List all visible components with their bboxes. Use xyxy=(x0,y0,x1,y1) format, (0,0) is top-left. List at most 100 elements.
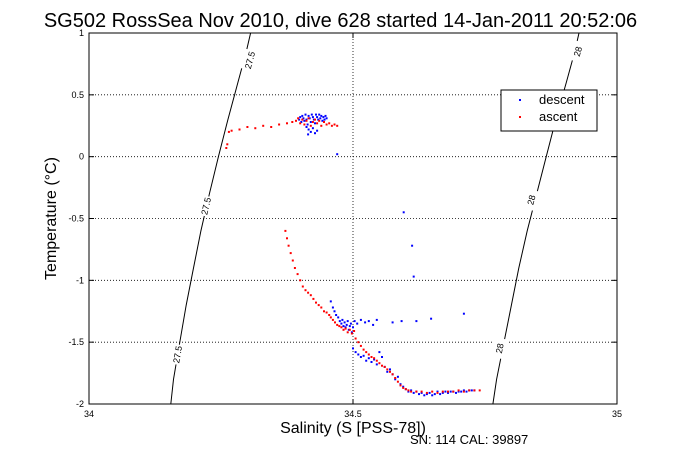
ascent-point xyxy=(336,323,339,326)
descent-point xyxy=(449,390,452,393)
ascent-point xyxy=(389,370,391,373)
descent-point xyxy=(402,211,405,214)
ascent-point xyxy=(230,129,233,132)
grid-lines xyxy=(89,33,617,404)
descent-point xyxy=(319,117,322,120)
ascent-point xyxy=(394,377,397,379)
descent-point xyxy=(462,389,465,392)
descent-point xyxy=(329,300,332,303)
y-tick-label: -1.5 xyxy=(68,337,84,347)
ascent-point xyxy=(436,391,439,394)
ascent-point xyxy=(396,380,399,383)
ascent-point xyxy=(342,328,345,331)
contour-label: 27.5 xyxy=(171,345,184,364)
ascent-point xyxy=(291,259,294,262)
contour-label: 28 xyxy=(525,194,537,206)
ascent-point xyxy=(317,304,320,307)
descent-point xyxy=(386,370,389,373)
descent-point xyxy=(342,325,345,328)
descent-point xyxy=(378,351,381,354)
ascent-point xyxy=(301,118,304,121)
descent-point xyxy=(307,114,310,117)
ascent-point xyxy=(447,390,449,393)
contour-label-mask xyxy=(197,194,216,218)
y-tick-label: -0.5 xyxy=(68,214,84,224)
descent-point xyxy=(356,322,359,325)
descent-point xyxy=(470,389,473,392)
ascent-point xyxy=(468,389,471,392)
descent-point xyxy=(447,391,449,394)
descent-point xyxy=(302,117,305,120)
contour-label: 28 xyxy=(572,45,584,57)
ascent-point xyxy=(338,325,341,328)
ascent-point xyxy=(291,121,294,123)
ascent-point xyxy=(410,390,413,393)
density-contours: 27.5 27.5 27.5 28 28 28 xyxy=(169,32,588,405)
descent-point xyxy=(400,320,403,323)
ascent-point xyxy=(309,124,312,127)
descent-point xyxy=(316,116,319,119)
ascent-point xyxy=(478,389,481,392)
descent-point xyxy=(344,326,347,329)
ascent-point xyxy=(328,314,331,316)
descent-point xyxy=(430,317,433,320)
descent-point xyxy=(322,116,325,119)
ascent-point xyxy=(391,373,394,376)
descent-point xyxy=(389,368,391,371)
descent-point xyxy=(375,363,378,366)
x-tick-label: 35 xyxy=(612,409,622,419)
ascent-point xyxy=(381,364,383,367)
contour-label-mask xyxy=(522,188,541,212)
descent-point xyxy=(425,393,428,396)
ascent-point xyxy=(399,384,402,387)
ascent-point xyxy=(314,118,316,121)
contour-label: 28 xyxy=(494,342,506,354)
contour-label-mask xyxy=(568,40,588,64)
descent-point xyxy=(431,394,434,397)
descent-point xyxy=(441,391,444,394)
ascent-point xyxy=(350,332,353,335)
ascent-point xyxy=(287,244,290,247)
descent-point xyxy=(359,356,362,358)
ascent-point xyxy=(359,344,362,347)
y-tick-label: 0.5 xyxy=(71,90,84,100)
descent-point xyxy=(308,117,311,120)
descent-point xyxy=(311,116,314,119)
ascent-point xyxy=(307,291,310,294)
descent-point xyxy=(375,318,378,321)
ascent-point xyxy=(299,122,302,125)
ascent-point xyxy=(286,122,288,125)
descent-point xyxy=(423,394,426,397)
descent-point xyxy=(338,320,341,323)
ascent-point xyxy=(353,330,356,332)
ascent-point xyxy=(452,390,455,393)
descent-point xyxy=(337,316,340,319)
ascent-point xyxy=(312,297,315,300)
descent-point xyxy=(372,323,375,326)
descent-point xyxy=(299,116,302,119)
chart-title: SG502 RossSea Nov 2010, dive 628 started… xyxy=(44,10,637,32)
descent-point xyxy=(349,322,352,325)
ascent-point xyxy=(305,119,308,122)
ascent-point xyxy=(402,386,405,389)
contour-label: 27.5 xyxy=(199,196,213,215)
descent-point xyxy=(348,325,351,328)
ascent-point xyxy=(227,130,230,133)
descent-point xyxy=(321,119,324,122)
ascent-point xyxy=(278,123,281,126)
descent-point xyxy=(399,383,402,386)
ascent-point xyxy=(293,267,296,269)
descent-point xyxy=(306,123,309,126)
ascent-point xyxy=(370,356,373,358)
descent-point xyxy=(336,153,339,156)
descent-point xyxy=(309,130,312,133)
legend-box xyxy=(500,89,598,132)
contour-label-mask xyxy=(240,48,260,72)
descent-point xyxy=(301,114,304,117)
descent-point xyxy=(315,113,317,116)
descent-point xyxy=(307,133,310,136)
descent-point xyxy=(381,356,383,358)
descent-point xyxy=(341,318,344,321)
ascent-point xyxy=(348,328,351,331)
axis-ticks: 34 34.5 35 1 0.5 0 -0.5 -1 -1.5 -2 xyxy=(68,28,622,419)
